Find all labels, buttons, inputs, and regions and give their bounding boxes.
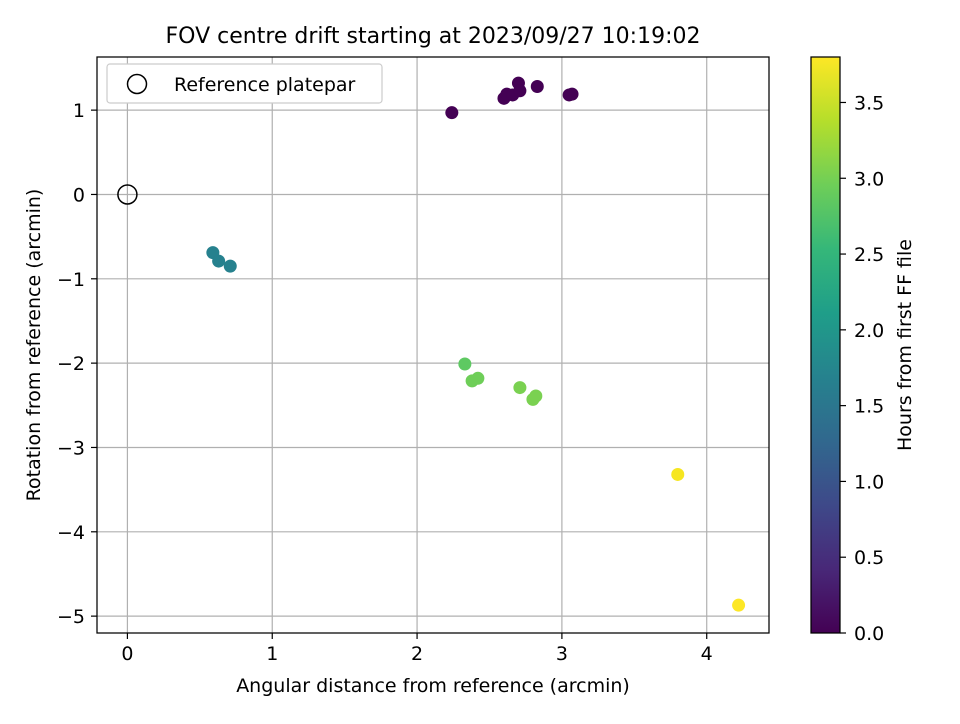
x-tick-label: 2 xyxy=(411,643,423,665)
data-point xyxy=(529,389,543,403)
y-tick-label: −2 xyxy=(57,353,85,375)
data-point xyxy=(471,371,485,385)
x-tick-label: 3 xyxy=(556,643,568,665)
data-point xyxy=(513,381,527,395)
data-point xyxy=(732,598,746,612)
legend-reference-marker xyxy=(126,73,148,95)
colorbar-tick-label: 3.5 xyxy=(854,92,884,114)
y-tick-label: −5 xyxy=(57,606,85,628)
colorbar-ticks: 0.0 0.5 1.0 1.5 2.0 2.5 3.0 3.5 xyxy=(840,92,884,645)
y-tick-label: −1 xyxy=(57,269,85,291)
colorbar-tick-label: 1.5 xyxy=(854,396,884,418)
data-points xyxy=(206,76,746,612)
data-point xyxy=(445,106,459,120)
data-point xyxy=(565,87,579,101)
colorbar-label: Hours from first FF file xyxy=(894,239,916,451)
x-tick-label: 4 xyxy=(701,643,713,665)
chart-title: FOV centre drift starting at 2023/09/27 … xyxy=(166,24,701,49)
x-axis-label: Angular distance from reference (arcmin) xyxy=(236,675,630,697)
legend: Reference platepar xyxy=(106,63,383,104)
colorbar-tick-label: 0.5 xyxy=(854,547,884,569)
data-point xyxy=(458,357,472,371)
colorbar-tick-label: 0.0 xyxy=(854,623,884,645)
colorbar-tick-label: 3.0 xyxy=(854,168,884,190)
colorbar-tick-label: 2.5 xyxy=(854,244,884,266)
data-point xyxy=(513,84,527,98)
data-point xyxy=(212,254,226,268)
x-tick-label: 0 xyxy=(121,643,133,665)
data-point xyxy=(671,467,685,481)
y-axis-ticks: 1 0 −1 −2 −3 −4 −5 xyxy=(57,100,97,628)
x-axis-ticks: 0 1 2 3 4 xyxy=(121,633,713,665)
y-tick-label: −3 xyxy=(57,437,85,459)
grid xyxy=(97,57,769,633)
y-tick-label: 0 xyxy=(73,184,85,206)
plot-frame xyxy=(96,56,770,634)
data-point xyxy=(530,80,544,94)
y-tick-label: −4 xyxy=(57,522,85,544)
y-axis-label: Rotation from reference (arcmin) xyxy=(23,189,45,502)
y-tick-label: 1 xyxy=(73,100,85,122)
x-tick-label: 1 xyxy=(266,643,278,665)
reference-platepar-marker xyxy=(117,184,138,205)
plot-area xyxy=(97,57,769,633)
colorbar-tick-label: 2.0 xyxy=(854,320,884,342)
colorbar xyxy=(810,56,841,634)
data-point xyxy=(223,259,237,273)
colorbar-tick-label: 1.0 xyxy=(854,471,884,493)
legend-box xyxy=(106,63,383,104)
legend-entry-reference-platepar: Reference platepar xyxy=(174,74,356,96)
